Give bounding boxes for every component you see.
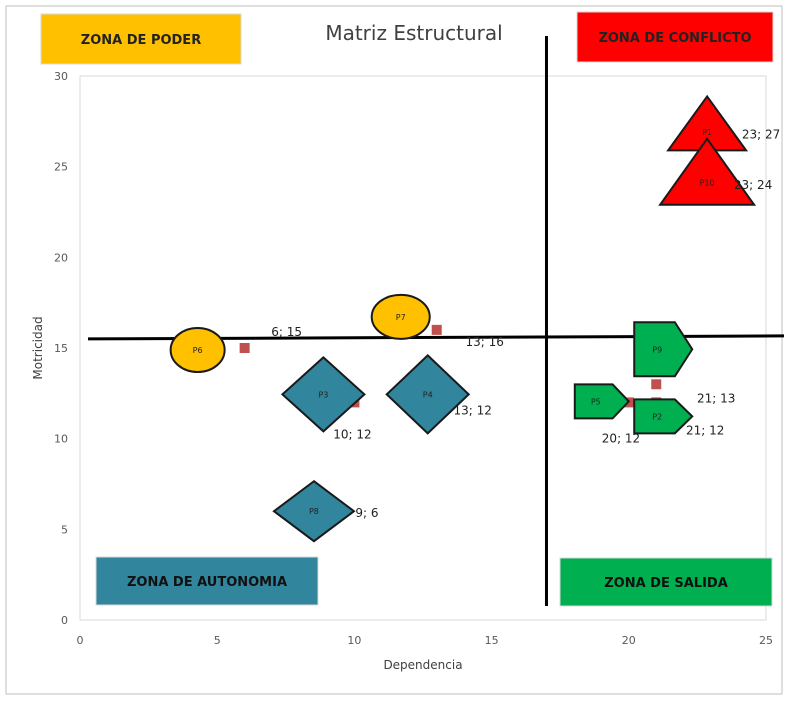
x-tick-label: 15 <box>485 634 499 647</box>
point-p10: P10 23; 24 <box>658 137 772 206</box>
x-tick-label: 10 <box>347 634 361 647</box>
data-label: 9; 6 <box>355 506 378 520</box>
zone-poder-box <box>40 13 242 65</box>
x-axis-label: Dependencia <box>383 658 462 672</box>
point-name: P3 <box>318 390 328 399</box>
point-p5: P5 20; 12 <box>573 383 640 445</box>
y-tick-label: 30 <box>54 70 68 83</box>
point-name: P6 <box>193 346 203 355</box>
x-tick-label: 5 <box>214 634 221 647</box>
diamond-marker <box>272 479 356 543</box>
point-p1: P1 23; 27 <box>666 94 780 152</box>
point-name: P2 <box>652 412 662 421</box>
data-marker <box>651 379 662 390</box>
tick-labels: 0 5 10 15 20 25 0 5 10 15 20 25 30 <box>54 70 773 647</box>
point-name: P9 <box>652 345 662 354</box>
diamond-marker <box>385 354 471 435</box>
zone-poder-label: ZONA DE PODER <box>81 33 201 48</box>
zone-salida-box <box>559 557 773 607</box>
chart-title: Matriz Estructural <box>325 21 502 45</box>
data-label: 21; 12 <box>686 423 724 437</box>
y-tick-label: 10 <box>54 433 68 446</box>
point-p3: P3 10; 12 <box>280 356 372 441</box>
data-marker <box>431 324 442 335</box>
y-tick-label: 25 <box>54 161 68 174</box>
data-label: 13; 16 <box>466 335 504 349</box>
data-marker <box>239 343 250 353</box>
point-p7: P7 13; 16 <box>370 293 504 349</box>
zone-salida: ZONA DE SALIDA <box>559 557 773 607</box>
zone-conflicto-box <box>576 11 774 63</box>
point-p2: P2 21; 12 <box>633 397 724 437</box>
zone-autonomia-box <box>95 556 319 606</box>
x-tick-label: 0 <box>77 634 84 647</box>
zone-autonomia: ZONA DE AUTONOMIA <box>95 556 319 606</box>
circle-marker <box>370 293 431 340</box>
data-label: 6; 15 <box>271 325 302 339</box>
pentagon-marker <box>633 398 694 435</box>
point-p4: P4 13; 12 <box>385 354 492 435</box>
point-p9: P9 21; 13 <box>633 321 735 405</box>
data-label: 10; 12 <box>333 427 371 441</box>
x-tick-label: 25 <box>759 634 773 647</box>
point-name: P4 <box>423 390 433 399</box>
y-tick-label: 0 <box>61 614 68 627</box>
point-p8: P8 9; 6 <box>272 479 379 543</box>
zone-conflicto-label: ZONA DE CONFLICTO <box>598 31 751 46</box>
zone-conflicto: ZONA DE CONFLICTO <box>576 11 774 63</box>
zone-poder: ZONA DE PODER <box>40 13 242 65</box>
point-name: P5 <box>591 397 601 406</box>
point-name: P10 <box>700 178 715 187</box>
data-label: 20; 12 <box>602 431 640 445</box>
data-label: 21; 13 <box>697 391 735 405</box>
zone-salida-label: ZONA DE SALIDA <box>604 576 728 591</box>
data-label: 23; 24 <box>734 178 772 192</box>
point-name: P1 <box>702 128 712 137</box>
diamond-marker <box>280 356 366 433</box>
pentagon-marker <box>573 383 631 420</box>
circle-marker <box>169 327 226 373</box>
triangle-marker <box>658 137 757 206</box>
y-axis-label: Motricidad <box>31 316 45 379</box>
y-tick-label: 5 <box>61 523 68 536</box>
data-points: P1 23; 27 P10 23; 24 P6 6; 15 P7 13; 16 P3 10; 12… <box>169 94 780 543</box>
point-name: P8 <box>309 507 319 516</box>
x-tick-label: 20 <box>622 634 636 647</box>
y-tick-label: 20 <box>54 251 68 264</box>
zone-autonomia-label: ZONA DE AUTONOMIA <box>127 575 287 590</box>
plot-area <box>79 75 767 621</box>
point-p6: P6 6; 15 <box>169 325 302 373</box>
zone-boxes: ZONA DE PODER ZONA DE CONFLICTO ZONA DE AU… <box>40 11 774 607</box>
data-label: 23; 27 <box>742 127 780 141</box>
y-tick-label: 15 <box>54 342 68 355</box>
point-name: P7 <box>396 313 406 322</box>
data-label: 13; 12 <box>454 403 492 417</box>
pentagon-marker <box>633 321 694 378</box>
